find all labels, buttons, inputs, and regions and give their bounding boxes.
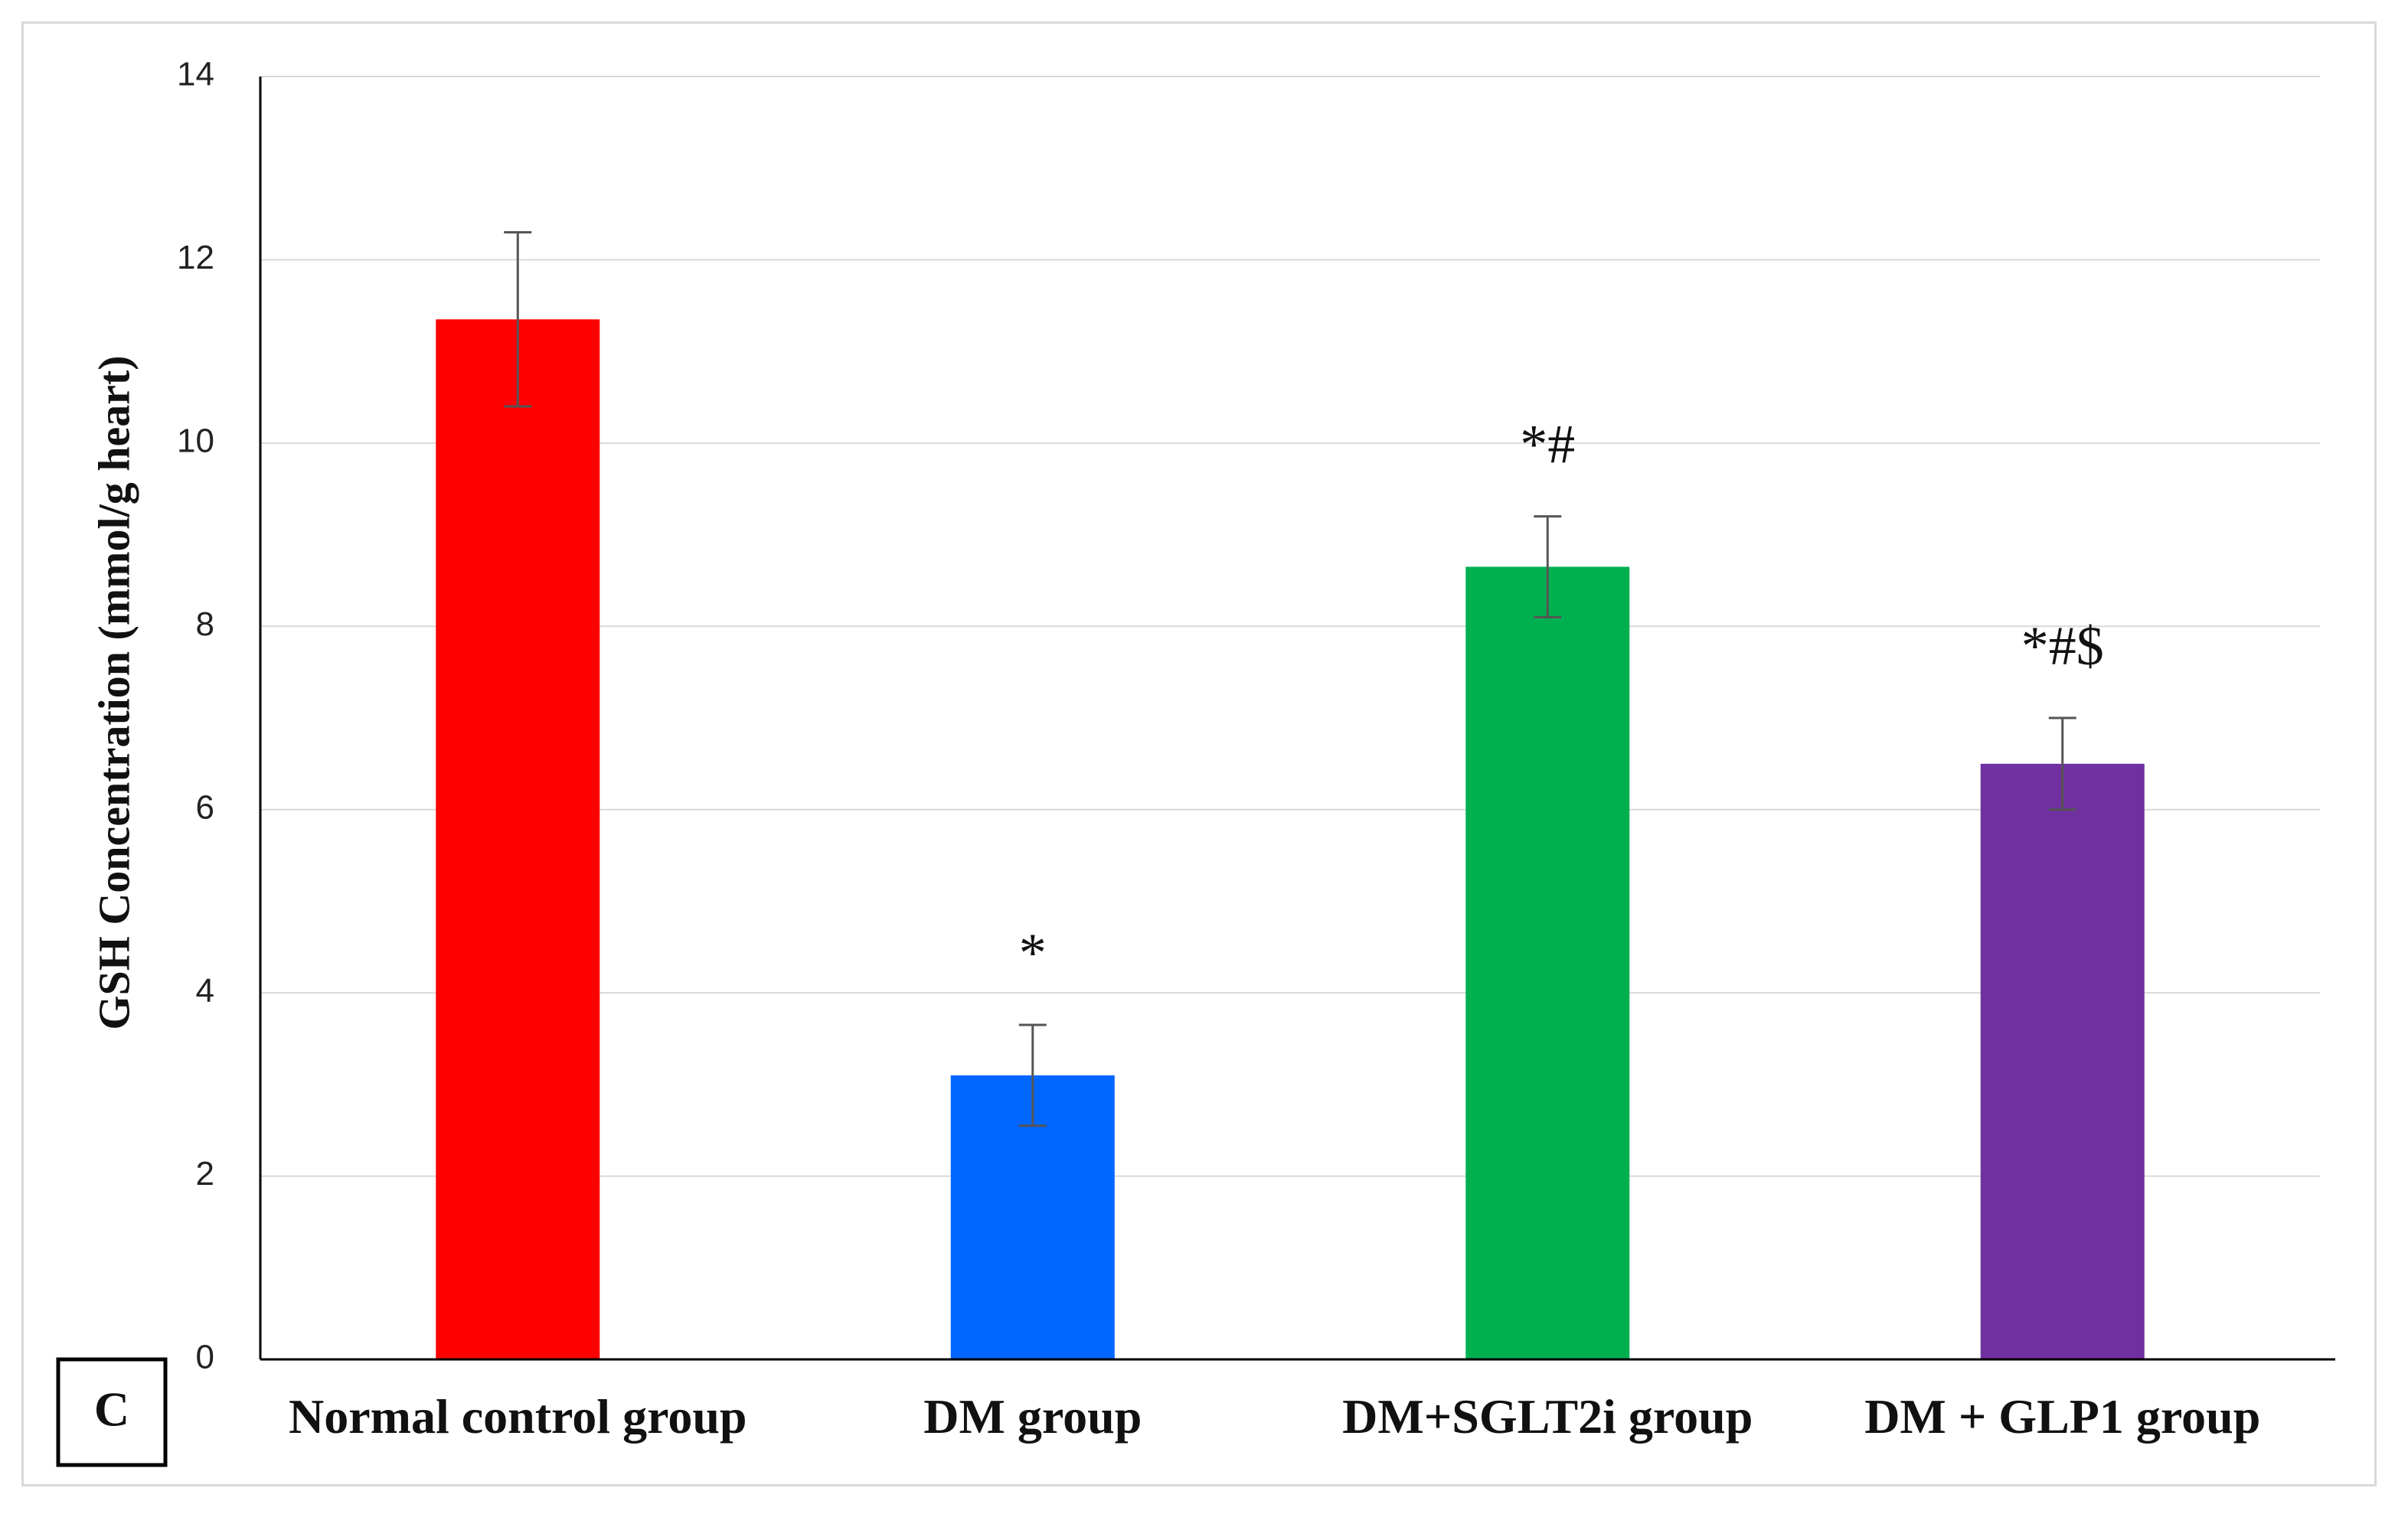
panel-label: C — [94, 1382, 129, 1437]
significance-label: *#$ — [2021, 615, 2104, 677]
panel-label-box — [56, 1357, 168, 1467]
significance-label: * — [1019, 922, 1047, 984]
error-bar — [504, 231, 532, 408]
y-tick-label: 4 — [196, 972, 214, 1010]
significance-label: *# — [1520, 414, 1575, 475]
significance-markers: * *# *#$ — [1019, 414, 2104, 984]
error-bar — [2048, 716, 2076, 811]
bar — [436, 319, 600, 1359]
bar — [1980, 763, 2145, 1359]
x-axis-category-labels: Normal control group DM group DM+SGLT2i gr… — [289, 1389, 2260, 1444]
gridlines — [260, 76, 2320, 1177]
error-bar — [1534, 515, 1562, 618]
y-tick-label: 10 — [177, 422, 214, 459]
error-bar — [1018, 1023, 1047, 1127]
x-category-label: DM+SGLT2i group — [1342, 1389, 1753, 1444]
error-bars — [504, 231, 2076, 1127]
y-tick-label: 8 — [196, 605, 214, 643]
x-category-label: DM + GLP1 group — [1864, 1389, 2260, 1444]
y-axis-ticks: 0 2 4 6 8 10 12 14 — [177, 56, 214, 1376]
y-tick-label: 0 — [196, 1339, 214, 1376]
y-tick-label: 12 — [177, 239, 214, 276]
bar — [1465, 566, 1630, 1359]
y-axis-title: GSH Concentration (mmol/g heart) — [89, 355, 139, 1029]
y-tick-label: 2 — [196, 1155, 214, 1193]
x-category-label: Normal control group — [289, 1389, 747, 1444]
bars — [436, 319, 2145, 1359]
x-category-label: DM group — [923, 1389, 1142, 1444]
y-tick-label: 14 — [177, 56, 214, 93]
y-tick-label: 6 — [196, 788, 214, 826]
